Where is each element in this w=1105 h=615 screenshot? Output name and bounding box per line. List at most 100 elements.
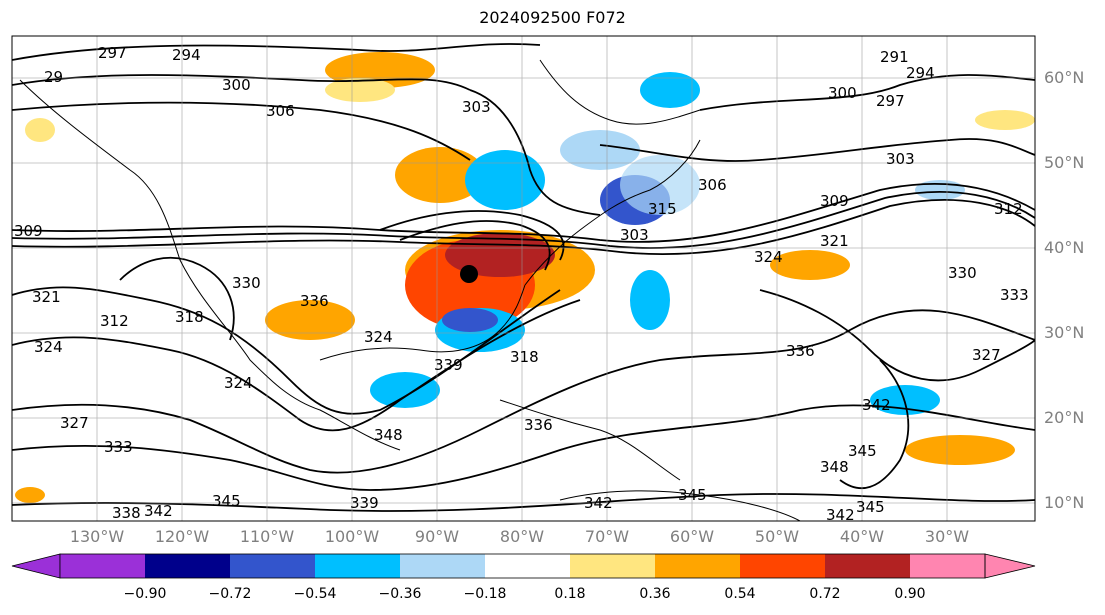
contour-label: 321 <box>820 232 849 250</box>
shade-warm <box>325 78 395 102</box>
contour-label: 294 <box>172 46 201 64</box>
colorbar-frame <box>59 553 986 579</box>
lon-label: 130°W <box>69 527 125 546</box>
shade-cold <box>465 150 545 210</box>
contour-label: 297 <box>876 92 905 110</box>
contour-label: 330 <box>232 274 261 292</box>
lat-label: 40°N <box>1044 238 1085 257</box>
colorbar-min-arrow <box>11 553 61 579</box>
contour-label: 345 <box>212 492 241 510</box>
contour-label: 312 <box>994 200 1023 218</box>
shade-warm <box>15 487 45 503</box>
contour-line <box>469 89 601 216</box>
lat-label: 50°N <box>1044 153 1085 172</box>
contour-label: 345 <box>678 486 707 504</box>
contour-label: 300 <box>828 84 857 102</box>
shade-cold <box>630 270 670 330</box>
contour-label: 348 <box>374 426 403 444</box>
contour-line <box>12 199 1035 256</box>
contour-layer <box>12 43 1035 512</box>
colorbar-tick-label: −0.36 <box>378 586 422 602</box>
shade-cold <box>640 72 700 108</box>
contour-line <box>12 183 1035 243</box>
contour-label: 300 <box>222 76 251 94</box>
contour-label: 336 <box>786 342 815 360</box>
colorbar-segment <box>910 554 985 578</box>
shade-warm <box>25 118 55 142</box>
lat-label: 20°N <box>1044 408 1085 427</box>
colorbar-max-arrow <box>984 553 1036 579</box>
lon-label: 100°W <box>324 527 380 546</box>
contour-line <box>12 191 1035 249</box>
shade-warm <box>905 435 1015 465</box>
contour-label: 309 <box>14 222 43 240</box>
contour-line <box>399 220 551 271</box>
contour-label: 294 <box>906 64 935 82</box>
colorbar-segment <box>145 554 230 578</box>
contour-label: 339 <box>350 494 379 512</box>
coastline-caribbean <box>499 399 681 481</box>
contour-label: 330 <box>948 264 977 282</box>
contour-label: 312 <box>100 312 129 330</box>
contour-line <box>379 210 565 261</box>
contour-label: 345 <box>856 498 885 516</box>
contour-label: 342 <box>584 494 613 512</box>
contour-label: 342 <box>144 502 173 520</box>
contour-line <box>12 74 471 91</box>
contour-line <box>599 138 1035 162</box>
colorbar-segment <box>740 554 825 578</box>
lat-label: 10°N <box>1044 493 1085 512</box>
contour-line <box>12 299 581 432</box>
contour-label: 297 <box>98 44 127 62</box>
contour-label: 321 <box>32 288 61 306</box>
contour-label: 345 <box>848 442 877 460</box>
lat-label: 30°N <box>1044 323 1085 342</box>
lon-label: 90°W <box>414 527 460 546</box>
colorbar-tick-label: 0.72 <box>809 586 841 602</box>
shade-cold <box>370 372 440 408</box>
contour-label: 324 <box>224 374 253 392</box>
contour-line <box>12 493 1035 512</box>
shading-layer <box>15 52 1035 503</box>
contour-label: 315 <box>648 200 677 218</box>
contour-labels: 297 294 291 294 300 297 300 306 303 303 … <box>14 44 1029 521</box>
contour-label: 324 <box>34 338 63 356</box>
lon-label: 80°W <box>499 527 545 546</box>
contour-label: 336 <box>300 292 329 310</box>
contour-label: 318 <box>175 308 204 326</box>
colorbar-tick-label: 0.54 <box>724 586 756 602</box>
contour-label: 348 <box>820 458 849 476</box>
shade-warm <box>770 250 850 280</box>
coastline-gulf <box>319 284 526 361</box>
lon-label: 70°W <box>584 527 630 546</box>
lon-label: 40°W <box>839 527 885 546</box>
coastline-south-america <box>559 490 801 521</box>
contour-label: 306 <box>266 102 295 120</box>
lon-label: 120°W <box>154 527 210 546</box>
contour-label: 339 <box>434 356 463 374</box>
colorbar-segment <box>655 554 740 578</box>
contour-label: 333 <box>104 438 133 456</box>
contour-line <box>699 74 1035 111</box>
lat-label: 60°N <box>1044 68 1085 87</box>
coastline-west <box>19 79 401 451</box>
contour-label: 333 <box>1000 286 1029 304</box>
colorbar-segment <box>485 554 570 578</box>
shade-cold <box>915 180 965 200</box>
contour-line <box>12 309 1035 474</box>
colorbar-segment <box>315 554 400 578</box>
contour-label: 324 <box>754 248 783 266</box>
shade-warm <box>265 300 355 340</box>
contour-label: 327 <box>972 346 1001 364</box>
lon-label: 50°W <box>754 527 800 546</box>
coastline-canada <box>539 59 701 125</box>
contour-line <box>839 359 910 489</box>
contour-label: 303 <box>886 150 915 168</box>
shade-warm <box>395 147 485 203</box>
contour-line <box>759 289 1035 382</box>
colorbar <box>11 553 1036 579</box>
lon-label: 30°W <box>924 527 970 546</box>
colorbar-tick-label: 0.36 <box>639 586 671 602</box>
contour-line <box>12 404 1035 491</box>
contour-line <box>12 101 471 161</box>
